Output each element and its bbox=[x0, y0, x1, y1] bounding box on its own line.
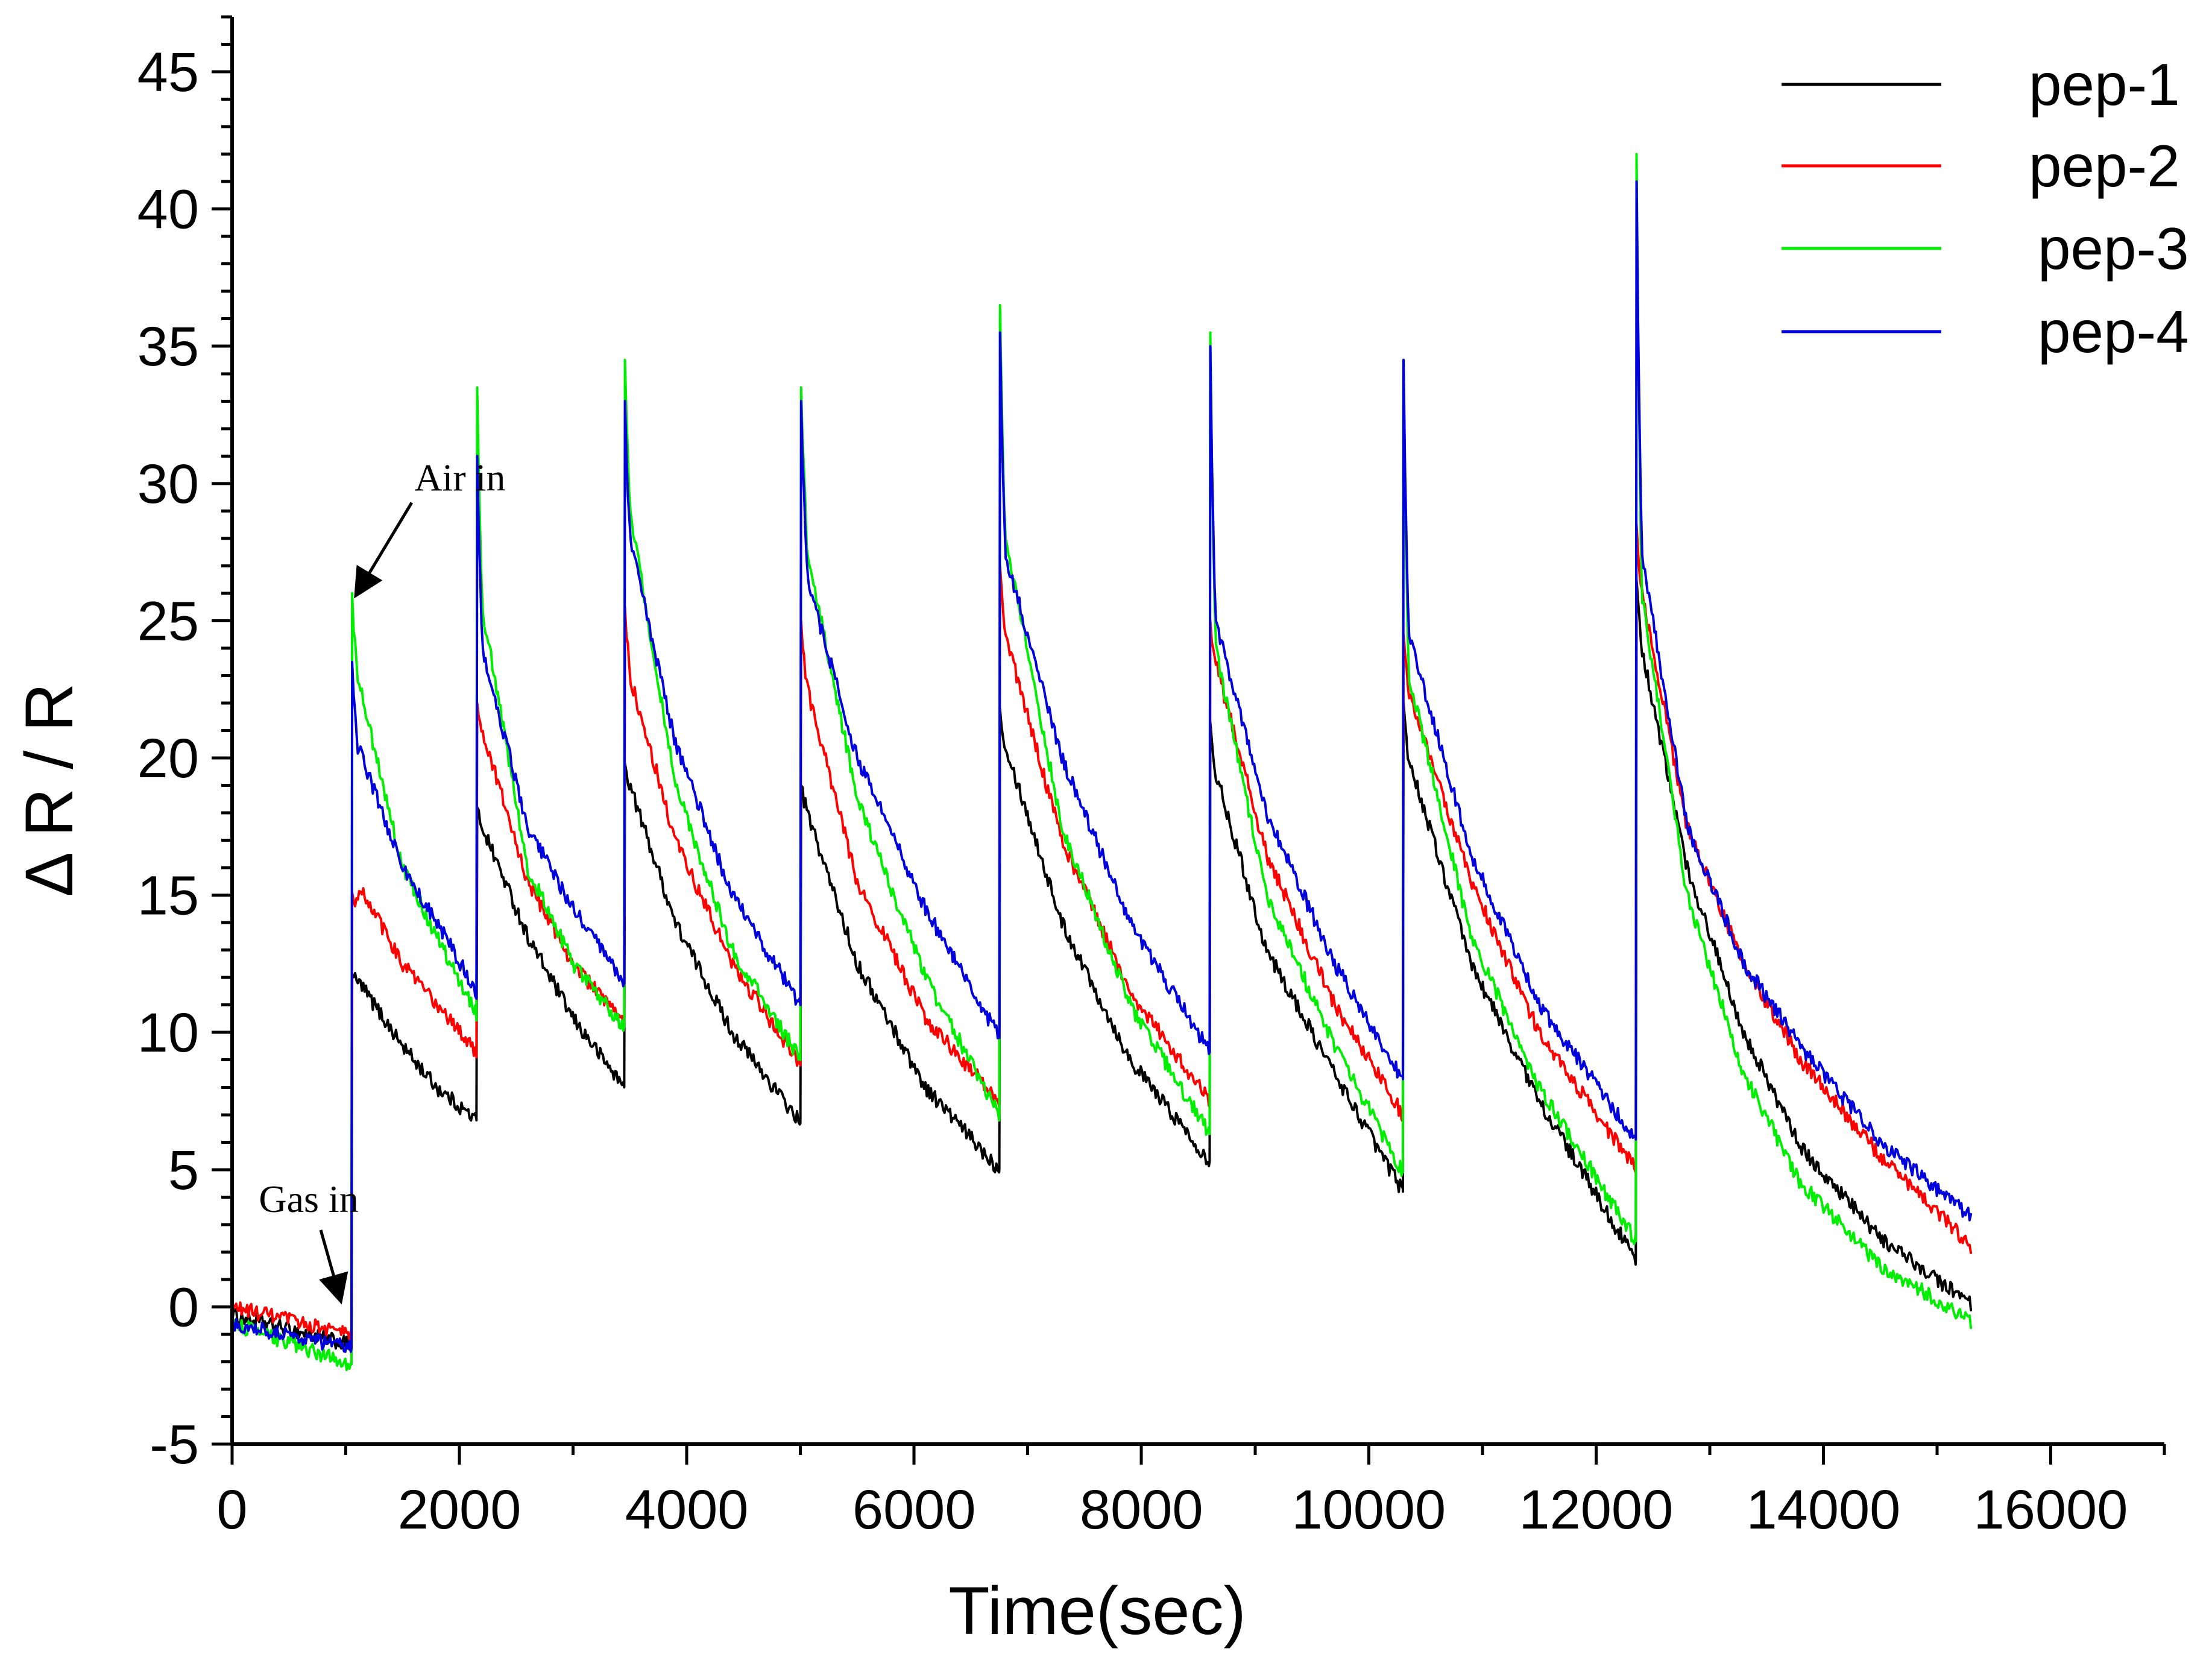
y-tick-label: 25 bbox=[137, 590, 199, 652]
y-tick-label: 0 bbox=[168, 1276, 199, 1338]
x-tick-label: 8000 bbox=[1080, 1479, 1203, 1541]
y-tick-label: 40 bbox=[137, 179, 199, 241]
ticks bbox=[212, 15, 2166, 1465]
legend-label-pep-2: pep-2 bbox=[2029, 133, 2180, 199]
y-tick-label: 45 bbox=[137, 42, 199, 103]
annotation-arrow bbox=[354, 502, 414, 599]
y-tick-label: 10 bbox=[137, 1002, 199, 1064]
y-tick-label: 15 bbox=[137, 865, 199, 927]
x-tick-label: 14000 bbox=[1746, 1479, 1900, 1541]
y-tick-label: 35 bbox=[137, 316, 199, 377]
series-line-pep-3 bbox=[231, 153, 1973, 1371]
y-tick-label: 5 bbox=[168, 1140, 199, 1201]
x-tick-label: 10000 bbox=[1291, 1479, 1446, 1541]
x-tick-label: 16000 bbox=[1974, 1479, 2128, 1541]
legend: pep-1 pep-2 pep-3 pep-4 bbox=[1782, 51, 2189, 365]
y-axis-title: Δ R / R bbox=[11, 683, 87, 897]
legend-label-pep-1: pep-1 bbox=[2029, 51, 2180, 118]
series-line-pep-2 bbox=[231, 523, 1973, 1342]
axes bbox=[230, 17, 2164, 1446]
annotation-label: Gas in bbox=[259, 1178, 358, 1220]
x-tick-label: 12000 bbox=[1519, 1479, 1673, 1541]
annotation-arrow bbox=[319, 1229, 348, 1305]
legend-label-pep-3: pep-3 bbox=[2038, 215, 2189, 282]
annotations: Air in Gas in bbox=[259, 456, 505, 1305]
series-line-pep-4 bbox=[231, 180, 1973, 1353]
x-tick-label: 6000 bbox=[852, 1479, 976, 1541]
tick-labels: 0 2000 4000 6000 8000 10000 12000 14000 16000 -5 0… bbox=[137, 42, 2128, 1541]
y-tick-label: 20 bbox=[137, 728, 199, 789]
x-tick-label: 4000 bbox=[625, 1479, 749, 1541]
x-axis-title: Time(sec) bbox=[948, 1573, 1246, 1649]
annotation-label: Air in bbox=[414, 456, 505, 499]
x-tick-label: 0 bbox=[216, 1479, 247, 1541]
legend-label-pep-4: pep-4 bbox=[2038, 298, 2189, 365]
y-tick-label: -5 bbox=[150, 1414, 199, 1475]
series-lines bbox=[231, 153, 1973, 1371]
x-tick-label: 2000 bbox=[398, 1479, 521, 1541]
y-tick-label: 30 bbox=[137, 453, 199, 515]
series-line-pep-1 bbox=[231, 578, 1973, 1351]
